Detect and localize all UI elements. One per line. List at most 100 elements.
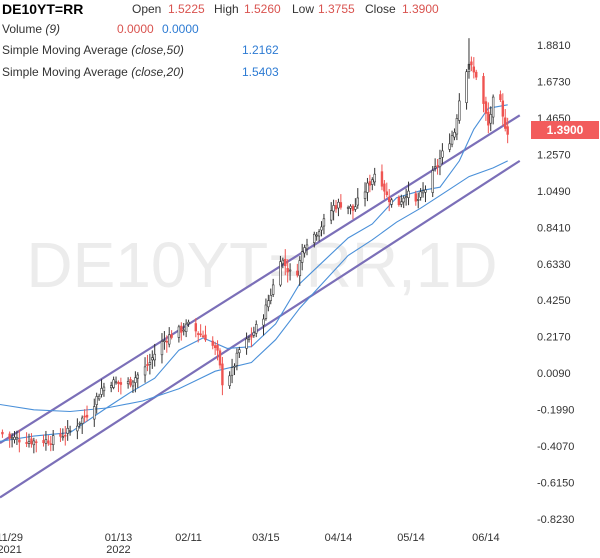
x-tick-label: 02/11: [175, 532, 202, 544]
candle-body: [165, 340, 169, 343]
candle-body: [10, 437, 14, 440]
candle-body: [441, 150, 444, 158]
candle-body: [334, 205, 338, 210]
candle-body: [201, 335, 205, 338]
candle-body: [383, 183, 386, 192]
candle-body: [110, 385, 113, 389]
y-tick-label: -0.1990: [537, 405, 574, 417]
candle-body: [35, 441, 38, 444]
candle-body: [18, 439, 21, 443]
candle-body: [64, 434, 67, 437]
candle-body: [317, 231, 321, 237]
x-tick-label: 06/14: [472, 532, 500, 544]
candle-body: [117, 381, 120, 384]
candle-body: [267, 300, 270, 308]
candle-body: [269, 294, 272, 301]
candle-body: [114, 381, 118, 384]
candle-body: [400, 201, 403, 205]
candle-body: [93, 406, 96, 420]
candle-body: [170, 334, 173, 338]
candle-body: [504, 117, 507, 129]
candle-body: [13, 436, 16, 440]
candle-body: [61, 436, 65, 439]
candle-body: [339, 202, 343, 208]
x-tick-label: 04/14: [325, 532, 353, 544]
close-label: Close: [365, 2, 396, 16]
candle-body: [32, 440, 36, 446]
candle-body: [397, 196, 401, 206]
candle-body: [368, 181, 372, 186]
candle-body: [438, 158, 442, 168]
candle-body: [211, 340, 214, 346]
volume-label: Volume (9): [2, 22, 61, 36]
candle-body: [143, 366, 147, 376]
x-tick-label: 11/29: [0, 532, 23, 544]
candle-body: [131, 381, 135, 387]
candle-body: [433, 166, 437, 169]
candle-body: [228, 375, 231, 387]
candle-body: [199, 333, 202, 336]
candle-body: [197, 333, 200, 335]
candle-body: [221, 363, 224, 386]
candle-body: [305, 244, 309, 250]
candle-body: [421, 190, 425, 194]
low-value: 1.3755: [318, 2, 355, 16]
candle-body: [417, 199, 420, 201]
candle-body: [286, 268, 289, 273]
candle-body: [313, 233, 316, 243]
candle-body: [95, 396, 98, 405]
symbol-title: DE10YT=RR: [2, 1, 84, 17]
open-value: 1.5225: [168, 2, 205, 16]
candle-body: [271, 284, 275, 295]
candle-body: [247, 337, 251, 340]
candle-body: [472, 66, 476, 73]
candle-body: [78, 422, 81, 425]
candle-body: [151, 357, 154, 361]
candle-body: [136, 374, 139, 379]
candle-body: [168, 334, 171, 345]
x-tick-label: 01/13: [105, 532, 133, 544]
candle-body: [238, 349, 241, 354]
volume-value-1: 0.0000: [117, 22, 154, 36]
candle-body: [216, 345, 219, 351]
sma20-value: 1.5403: [242, 65, 279, 79]
candle-body: [356, 197, 359, 206]
candle-body: [279, 261, 282, 286]
candle-body: [402, 197, 405, 203]
y-tick-label: 0.2170: [537, 332, 571, 344]
candle-body: [66, 428, 69, 434]
candle-body: [436, 165, 439, 167]
candle-body: [482, 76, 485, 104]
candle-body: [8, 433, 11, 439]
candle-body: [298, 260, 301, 277]
y-tick-label: -0.8230: [537, 514, 574, 526]
candle-body: [371, 179, 374, 185]
candle-body: [182, 329, 185, 332]
candle-body: [431, 170, 434, 193]
candle-body: [83, 415, 86, 418]
candle-body: [187, 321, 190, 325]
candle-body: [194, 323, 198, 332]
sma50-label: Simple Moving Average (close,50): [2, 43, 184, 57]
candle-body: [177, 326, 181, 338]
candle-body: [296, 270, 299, 276]
candle-body: [363, 191, 367, 199]
candle-body: [146, 364, 149, 367]
candle-body: [453, 131, 456, 138]
close-value: 1.3900: [402, 2, 439, 16]
y-tick-label: 1.2570: [537, 149, 571, 161]
candle-body: [332, 205, 335, 212]
candle-body: [235, 352, 239, 366]
candle-body: [49, 443, 52, 445]
candle-body: [487, 111, 490, 126]
y-tick-label: 1.0490: [537, 186, 571, 198]
candle-body: [42, 440, 45, 444]
candle-body: [489, 114, 492, 124]
candle-body: [349, 205, 352, 209]
candle-body: [390, 199, 393, 205]
candle-body: [264, 304, 268, 319]
candle-body: [255, 324, 258, 334]
candle-body: [119, 382, 123, 385]
candle-body: [475, 71, 478, 78]
last-price-badge: 1.3900: [531, 121, 599, 139]
